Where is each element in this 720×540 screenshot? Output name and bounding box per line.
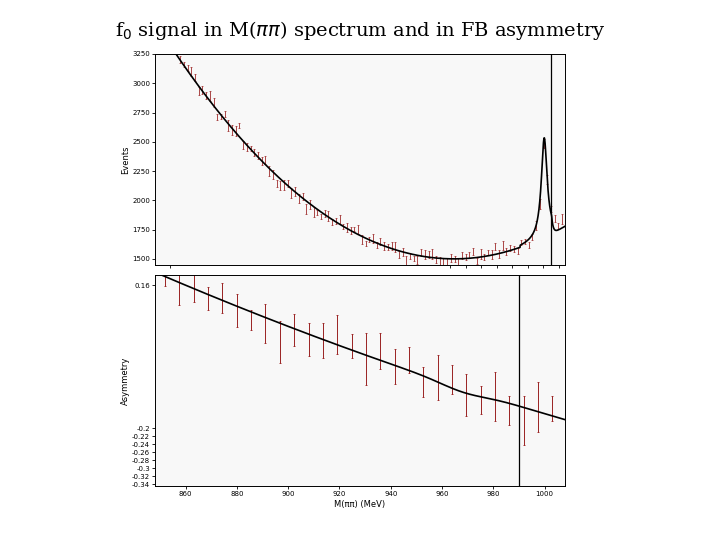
Y-axis label: Asymmetry: Asymmetry [122,356,130,405]
Text: f$_0$ signal in M($\pi\pi$) spectrum and in FB asymmetry: f$_0$ signal in M($\pi\pi$) spectrum and… [114,19,606,42]
Y-axis label: Events: Events [122,145,130,174]
X-axis label: M(ππ) (MeV): M(ππ) (MeV) [334,500,386,509]
